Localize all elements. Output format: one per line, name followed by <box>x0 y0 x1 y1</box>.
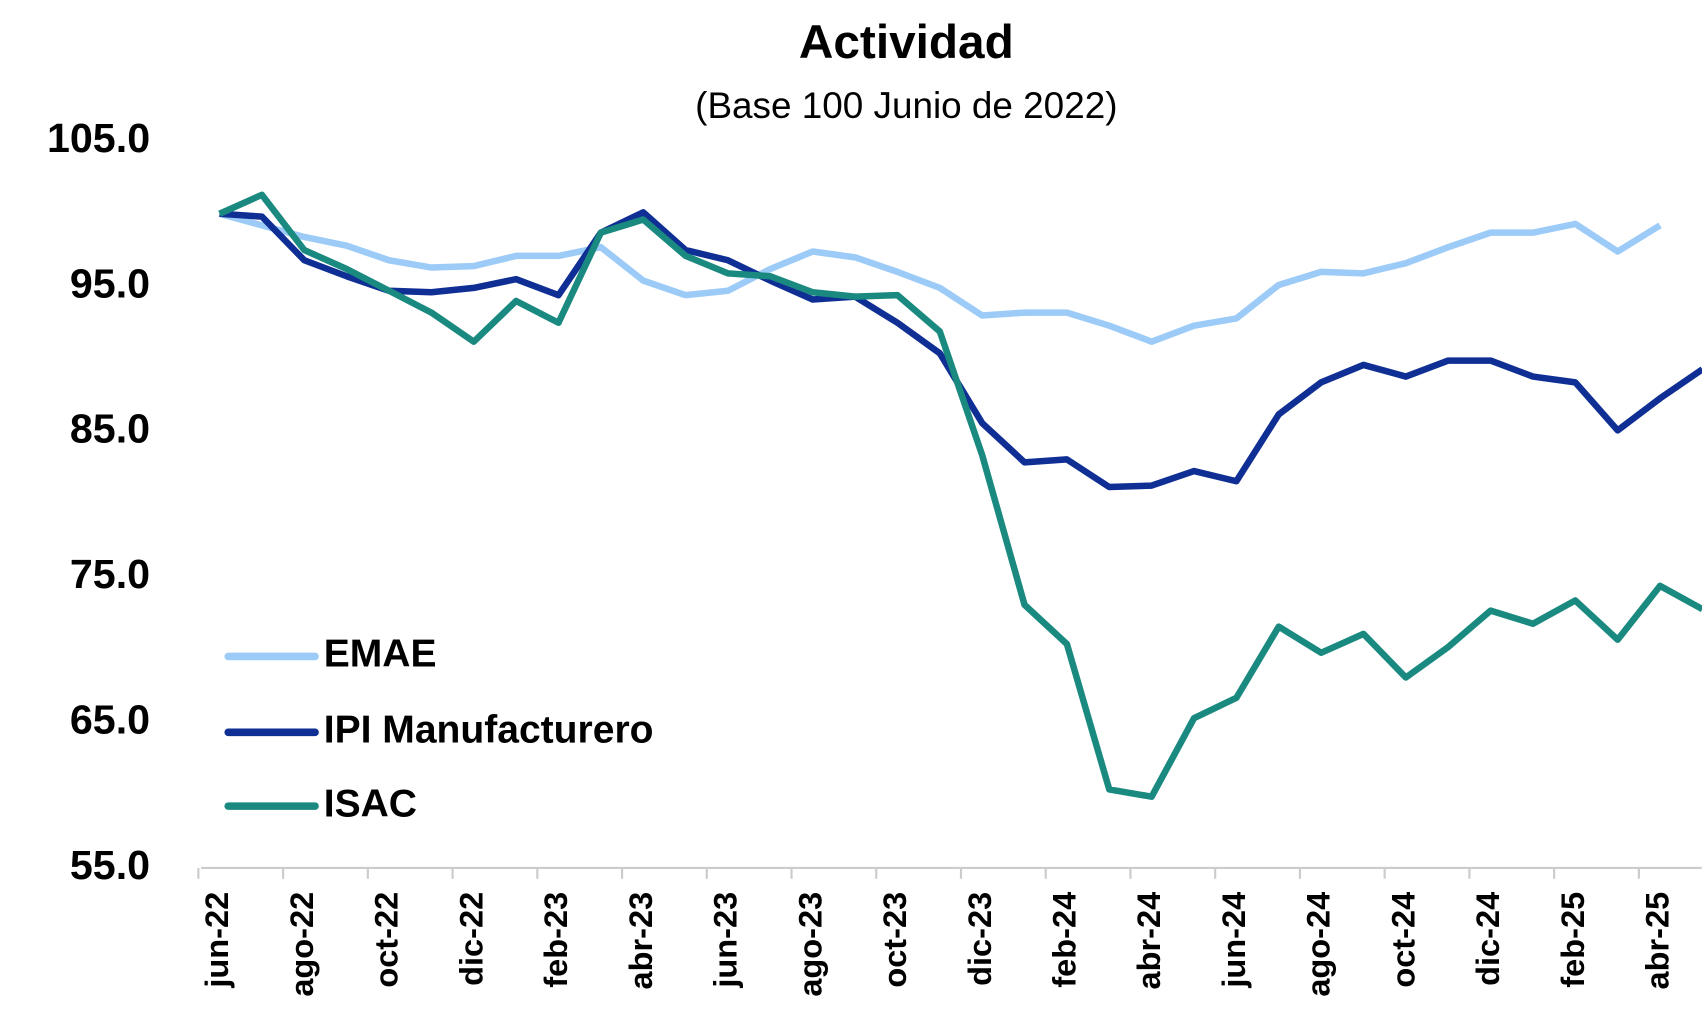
series-line <box>218 191 1702 800</box>
x-tick-label: abr-25 <box>1640 892 1676 990</box>
y-tick-label: 95.0 <box>70 260 150 306</box>
y-tick-label: 75.0 <box>70 551 150 597</box>
legend-label: ISAC <box>324 782 417 825</box>
chart-subtitle: (Base 100 Junio de 2022) <box>695 85 1117 126</box>
x-tick-label: oct-23 <box>877 892 913 988</box>
series-line <box>219 209 1702 491</box>
series-line <box>218 210 1662 345</box>
y-tick-label: 55.0 <box>70 842 150 888</box>
x-tick-label: dic-23 <box>962 892 998 986</box>
x-tick-label: feb-23 <box>538 892 574 988</box>
x-tick-label: jun-23 <box>708 892 744 989</box>
legend-label: IPI Manufacturero <box>324 709 654 752</box>
y-tick-label: 65.0 <box>70 696 150 742</box>
x-tick-label: oct-24 <box>1385 892 1421 988</box>
x-tick-label: oct-22 <box>369 892 405 988</box>
x-tick-label: jun-22 <box>199 892 235 989</box>
x-tick-label: feb-24 <box>1046 892 1082 988</box>
legend-label: EMAE <box>324 633 437 676</box>
y-tick-label: 85.0 <box>70 406 150 452</box>
x-tick-label: abr-24 <box>1131 892 1167 990</box>
x-tick-label: dic-24 <box>1470 892 1506 986</box>
x-tick-label: ago-23 <box>792 892 828 997</box>
x-tick-label: ago-24 <box>1301 892 1337 997</box>
x-tick-label: dic-22 <box>453 892 489 986</box>
x-tick-label: ago-22 <box>284 892 320 997</box>
chart-title: Actividad <box>799 16 1014 69</box>
x-tick-label: jun-24 <box>1216 892 1252 989</box>
x-tick-label: abr-23 <box>623 892 659 990</box>
y-tick-label: 105.0 <box>47 115 150 161</box>
x-tick-label: feb-25 <box>1555 892 1591 988</box>
